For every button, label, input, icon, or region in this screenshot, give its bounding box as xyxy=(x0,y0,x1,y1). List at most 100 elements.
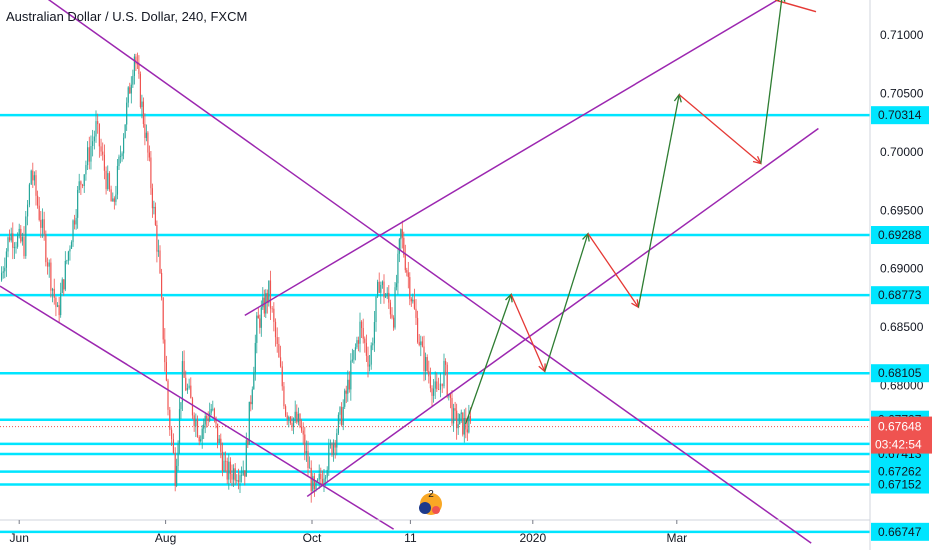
candle-body xyxy=(215,417,217,424)
candle-body xyxy=(234,468,236,481)
candle-body xyxy=(269,280,272,309)
trendline-upper-descending[interactable] xyxy=(0,0,812,544)
level-price-badge xyxy=(871,475,929,494)
candle-body xyxy=(377,281,379,297)
candle-body xyxy=(201,428,203,440)
candle-body xyxy=(441,383,443,387)
candle-body xyxy=(320,473,322,480)
candle-body xyxy=(196,419,199,437)
candle-body xyxy=(38,205,40,220)
projection-arrow-down[interactable] xyxy=(587,233,639,308)
candle-body xyxy=(459,414,461,425)
candle-body xyxy=(50,262,52,291)
candle-body xyxy=(391,314,393,318)
candle-body xyxy=(453,408,455,424)
candle-body xyxy=(413,299,415,309)
candle-body xyxy=(323,478,325,485)
candle-body xyxy=(429,376,431,389)
candle-body xyxy=(466,429,468,433)
candle-body xyxy=(220,438,222,452)
candle-body xyxy=(119,156,122,157)
candle-body xyxy=(372,343,374,346)
candle-body xyxy=(367,355,369,367)
projection-arrow-up[interactable] xyxy=(760,0,783,164)
candle-body xyxy=(273,308,275,322)
candle-body xyxy=(262,297,264,308)
candle-body xyxy=(83,174,85,186)
last-price-label: 0.67648 xyxy=(878,420,922,434)
candle-body xyxy=(309,467,311,469)
candle-body xyxy=(302,430,304,435)
projection-arrow-up[interactable] xyxy=(544,233,589,372)
candle-body xyxy=(425,357,427,372)
candle-body xyxy=(156,224,158,252)
candle-body xyxy=(378,281,380,293)
candle-body xyxy=(289,416,291,423)
projection-arrow-down[interactable] xyxy=(510,294,546,372)
candle-body xyxy=(409,277,411,299)
candle-body xyxy=(80,181,82,185)
candle-body xyxy=(90,146,92,162)
candle-body xyxy=(370,345,372,365)
candle-body xyxy=(141,101,143,108)
candle-body xyxy=(203,424,205,429)
candle-body xyxy=(356,340,358,348)
trendline-upper-ascending[interactable] xyxy=(244,0,787,317)
candle-body xyxy=(317,479,319,482)
candle-body xyxy=(132,75,134,85)
candle-body xyxy=(304,434,306,454)
candle-body xyxy=(239,475,241,482)
candle-body xyxy=(268,280,270,303)
candle-body xyxy=(463,418,465,435)
candle-body xyxy=(251,389,253,405)
candle-body xyxy=(412,299,414,302)
candle-body xyxy=(353,350,355,360)
candle-body xyxy=(147,132,149,153)
candle-body xyxy=(33,175,35,181)
candle-body xyxy=(63,279,65,290)
projection-arrow-up[interactable] xyxy=(637,94,680,308)
candle-body xyxy=(462,412,464,435)
candle-body xyxy=(395,283,398,288)
candle-body xyxy=(162,297,164,340)
candle-body xyxy=(191,398,194,416)
candle-body xyxy=(354,347,357,351)
candle-body xyxy=(341,407,343,426)
candle-body xyxy=(336,433,338,448)
projection-arrow-down[interactable] xyxy=(678,94,762,165)
candle-body xyxy=(244,470,246,477)
candle-body xyxy=(144,124,146,138)
candle-body xyxy=(2,271,4,273)
candle-body xyxy=(27,204,29,217)
trendline-lower-descending[interactable] xyxy=(0,285,394,530)
candle-body xyxy=(250,401,252,405)
candle-body xyxy=(315,481,317,490)
candle-body xyxy=(185,377,187,391)
candle-body xyxy=(263,297,265,314)
candle-body xyxy=(92,141,94,147)
candle-body xyxy=(291,422,293,428)
candle-body xyxy=(468,416,470,433)
candle-body xyxy=(41,219,44,228)
candle-body xyxy=(102,151,104,155)
candle-body xyxy=(20,228,22,242)
candle-body xyxy=(159,250,161,273)
level-price-badge xyxy=(871,286,929,305)
candle-body xyxy=(294,411,296,419)
candle-body xyxy=(28,184,30,205)
candle-body xyxy=(87,147,89,166)
candle-body xyxy=(417,317,419,343)
candle-body xyxy=(254,342,256,373)
candle-body xyxy=(55,297,57,307)
candle-body xyxy=(190,385,192,399)
candle-body xyxy=(344,390,346,407)
candle-body xyxy=(183,361,185,378)
candle-body xyxy=(153,206,155,209)
level-price-badge xyxy=(871,226,929,245)
price-tick-label: 0.70000 xyxy=(880,145,924,159)
candle-body xyxy=(5,251,7,268)
projection-arrow-up[interactable] xyxy=(464,294,512,425)
event-badge[interactable]: 2 xyxy=(419,489,442,515)
candle-body xyxy=(446,364,448,397)
